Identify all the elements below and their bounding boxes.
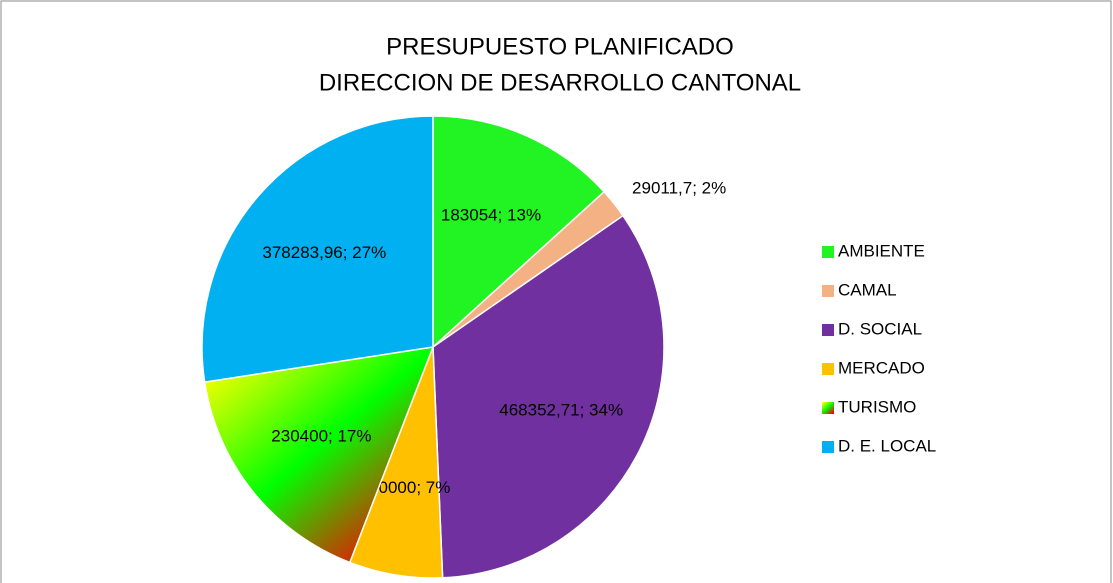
chart-title: PRESUPUESTO PLANIFICADO [386, 33, 734, 60]
legend-swatch [822, 402, 834, 414]
legend-label: TURISMO [838, 397, 916, 416]
legend-swatch [822, 285, 834, 297]
data-label: 230400; 17% [271, 426, 371, 445]
legend-label: D. E. LOCAL [838, 436, 936, 455]
pie-slice [432, 115, 606, 349]
legend-label: D. SOCIAL [838, 319, 922, 338]
legend-swatch [822, 324, 834, 336]
pie-slice [432, 214, 665, 579]
pie-slice [203, 346, 435, 564]
legend-swatch [822, 246, 834, 258]
data-label: 90000; 7% [369, 478, 450, 497]
legend-label: MERCADO [838, 358, 925, 377]
data-label: 468352,71; 34% [499, 400, 623, 419]
pie-slice [201, 115, 434, 383]
legend-label: AMBIENTE [838, 241, 925, 260]
legend-label: CAMAL [838, 280, 897, 299]
legend-swatch [822, 441, 834, 453]
data-label: 183054; 13% [441, 206, 541, 225]
chart-subtitle: DIRECCION DE DESARROLLO CANTONAL [319, 69, 801, 96]
legend-swatch [822, 363, 834, 375]
data-label: 378283,96; 27% [262, 243, 386, 262]
data-label: 29011,7; 2% [632, 179, 726, 198]
